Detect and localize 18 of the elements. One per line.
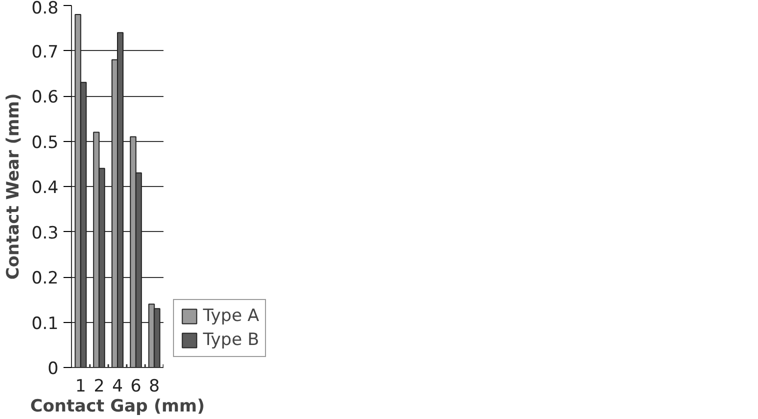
y-tick-label: 0.7 (31, 42, 59, 62)
y-tick-label: 0.4 (31, 178, 59, 198)
legend-label: Type A (203, 306, 260, 326)
y-tick-label: 0.2 (31, 268, 59, 288)
x-tick-label: 8 (148, 376, 160, 396)
y-tick-label: 0.5 (31, 132, 59, 153)
x-tick-label: 2 (94, 376, 105, 396)
y-tick-label: 0.6 (31, 88, 59, 108)
x-tick-label: 1 (75, 376, 86, 396)
y-tick-label: 0.3 (31, 223, 59, 244)
y-tick-label: 0.1 (31, 314, 59, 334)
x-tick-label: 4 (112, 376, 123, 396)
x-axis-title: Contact Gap (mm) (30, 396, 205, 416)
y-tick-label: 0 (48, 359, 59, 379)
y-axis-title: Contact Wear (mm) (3, 93, 24, 280)
x-tick-label: 6 (130, 376, 142, 396)
legend-label: Type B (203, 330, 260, 350)
y-tick-label: 0.8 (31, 0, 59, 18)
